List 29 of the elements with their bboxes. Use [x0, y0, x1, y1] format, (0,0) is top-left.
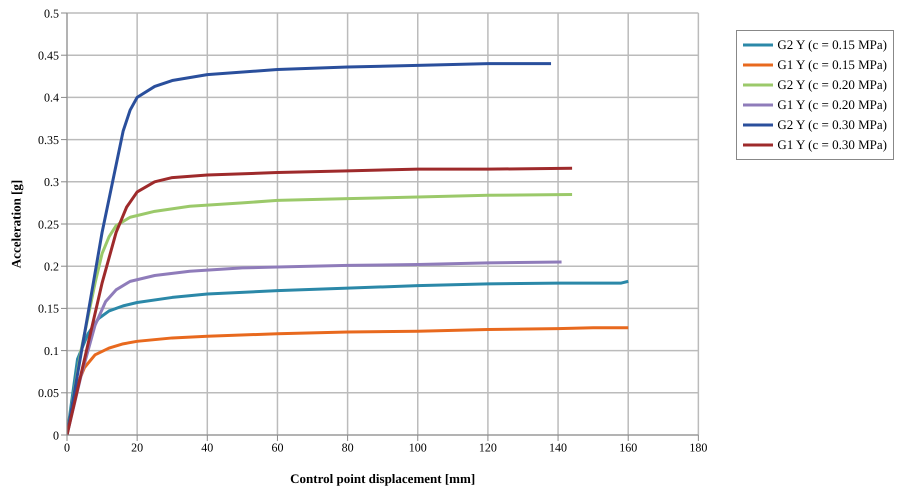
legend-label: G2 Y (c = 0.15 MPa)	[777, 37, 887, 53]
legend-label: G2 Y (c = 0.20 MPa)	[777, 77, 887, 93]
x-axis-title: Control point displacement [mm]	[290, 471, 476, 486]
legend-label: G2 Y (c = 0.30 MPa)	[777, 117, 887, 133]
legend-label: G1 Y (c = 0.20 MPa)	[777, 97, 887, 113]
x-tick-label: 80	[342, 440, 354, 455]
legend-label: G1 Y (c = 0.15 MPa)	[777, 57, 887, 73]
x-tick-label: 160	[619, 440, 638, 455]
y-tick-label: 0.25	[38, 217, 59, 232]
y-tick-label: 0.15	[38, 302, 59, 316]
x-tick-label: 40	[201, 440, 214, 455]
y-tick-label: 0	[53, 428, 59, 442]
x-tick-label: 140	[549, 440, 568, 455]
legend-label: G1 Y (c = 0.30 MPa)	[777, 137, 887, 153]
y-tick-label: 0.05	[38, 386, 59, 400]
x-tick-label: 120	[478, 440, 497, 455]
y-axis-title: Acceleration [g]	[8, 180, 24, 268]
y-tick-label: 0.45	[38, 48, 59, 62]
y-tick-label: 0.2	[44, 259, 59, 274]
x-tick-label: 180	[689, 440, 708, 455]
x-tick-label: 60	[271, 440, 284, 455]
y-tick-label: 0.35	[38, 132, 59, 147]
y-tick-label: 0.1	[44, 344, 59, 358]
x-tick-label: 20	[131, 440, 144, 455]
y-tick-label: 0.5	[44, 6, 59, 20]
y-tick-label: 0.3	[44, 175, 59, 190]
y-tick-label: 0.4	[44, 90, 59, 105]
x-tick-label: 0	[64, 440, 70, 455]
x-tick-label: 100	[408, 440, 427, 455]
